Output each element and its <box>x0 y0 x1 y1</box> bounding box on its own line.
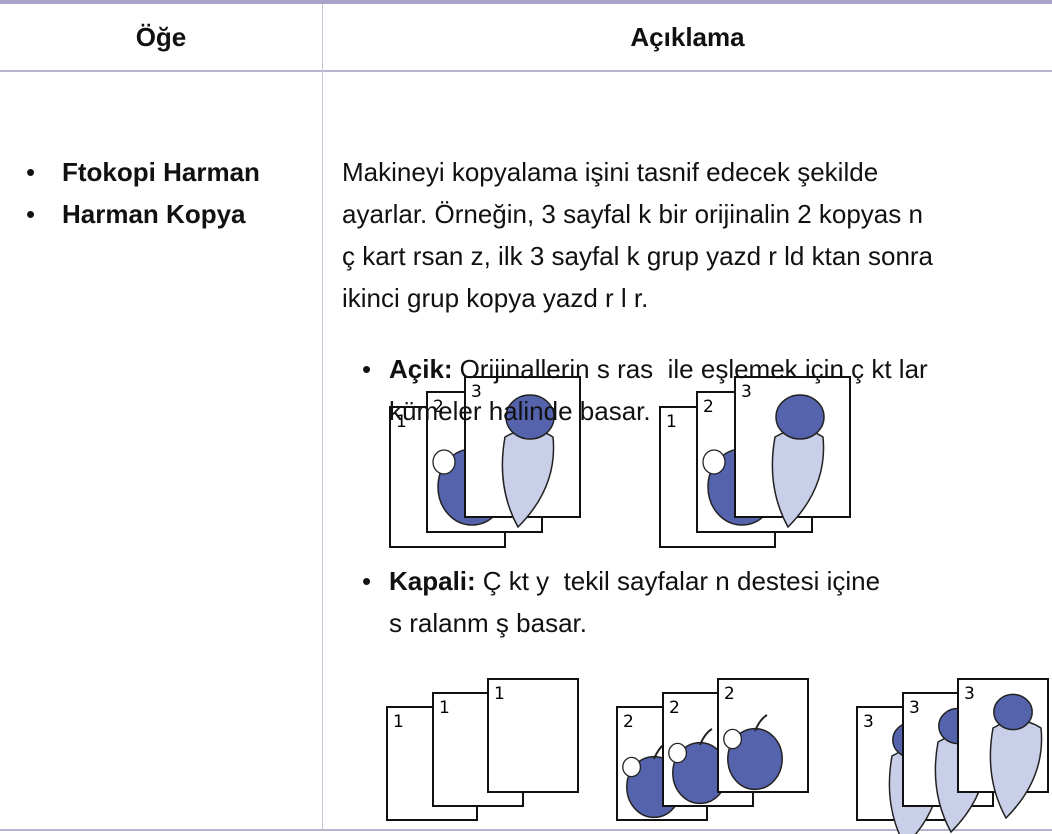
option-label: Açik: <box>389 354 453 384</box>
worm <box>702 449 726 475</box>
page-number: 1 <box>439 698 450 718</box>
description-line: Makineyi kopyalama işini tasnif edecek ş… <box>342 157 879 187</box>
page-number: 2 <box>703 397 714 417</box>
column-header: Açıklama <box>630 22 745 52</box>
worm <box>723 728 743 750</box>
description-line: ayarlar. Örneğin, 3 sayfal k bir orijina… <box>342 199 923 229</box>
item-label: Harman Kopya <box>62 199 246 229</box>
bullet: • <box>26 157 36 187</box>
worm <box>622 756 642 778</box>
page-number: 2 <box>724 684 735 704</box>
option-label: Kapali: <box>389 566 476 596</box>
page-number: 3 <box>741 382 752 402</box>
page-number: 1 <box>494 684 505 704</box>
top-rule <box>0 0 1052 4</box>
column-header: Öğe <box>135 22 187 52</box>
leaves <box>993 693 1033 731</box>
page-number: 3 <box>964 684 975 704</box>
description-line: ikinci grup kopya yazd r l r. <box>342 283 649 313</box>
description-line: ç kart rsan z, ilk 3 sayfal k grup yazd … <box>342 241 934 271</box>
page-number: 3 <box>471 382 482 402</box>
bullet: • <box>26 199 36 229</box>
option-text: kümeler halinde basar. <box>389 396 651 426</box>
bottom-rule <box>0 829 1052 831</box>
page-number: 1 <box>666 412 677 432</box>
option-text: Orijinallerin s ras ile eşlemek için ç k… <box>459 354 928 384</box>
option-text: s ralanm ş basar. <box>389 608 587 638</box>
leaves <box>505 394 555 440</box>
page-sheet <box>487 678 579 793</box>
worm <box>432 449 456 475</box>
page-number: 2 <box>623 712 634 732</box>
page-number: 1 <box>396 412 407 432</box>
page-number: 2 <box>669 698 680 718</box>
stem <box>754 714 768 732</box>
page-number: 1 <box>393 712 404 732</box>
stem <box>699 728 713 746</box>
radish <box>989 719 1043 820</box>
leaves <box>775 394 825 440</box>
page-number: 3 <box>909 698 920 718</box>
worm <box>668 742 688 764</box>
bullet: • <box>362 566 372 596</box>
bullet: • <box>362 354 372 384</box>
page-number: 3 <box>863 712 874 732</box>
page-number: 2 <box>433 397 444 417</box>
item-label: Ftokopi Harman <box>62 157 260 187</box>
column-divider <box>322 4 323 830</box>
option-text: Ç kt y tekil sayfalar n destesi içine <box>482 566 881 596</box>
header-rule <box>0 70 1052 72</box>
